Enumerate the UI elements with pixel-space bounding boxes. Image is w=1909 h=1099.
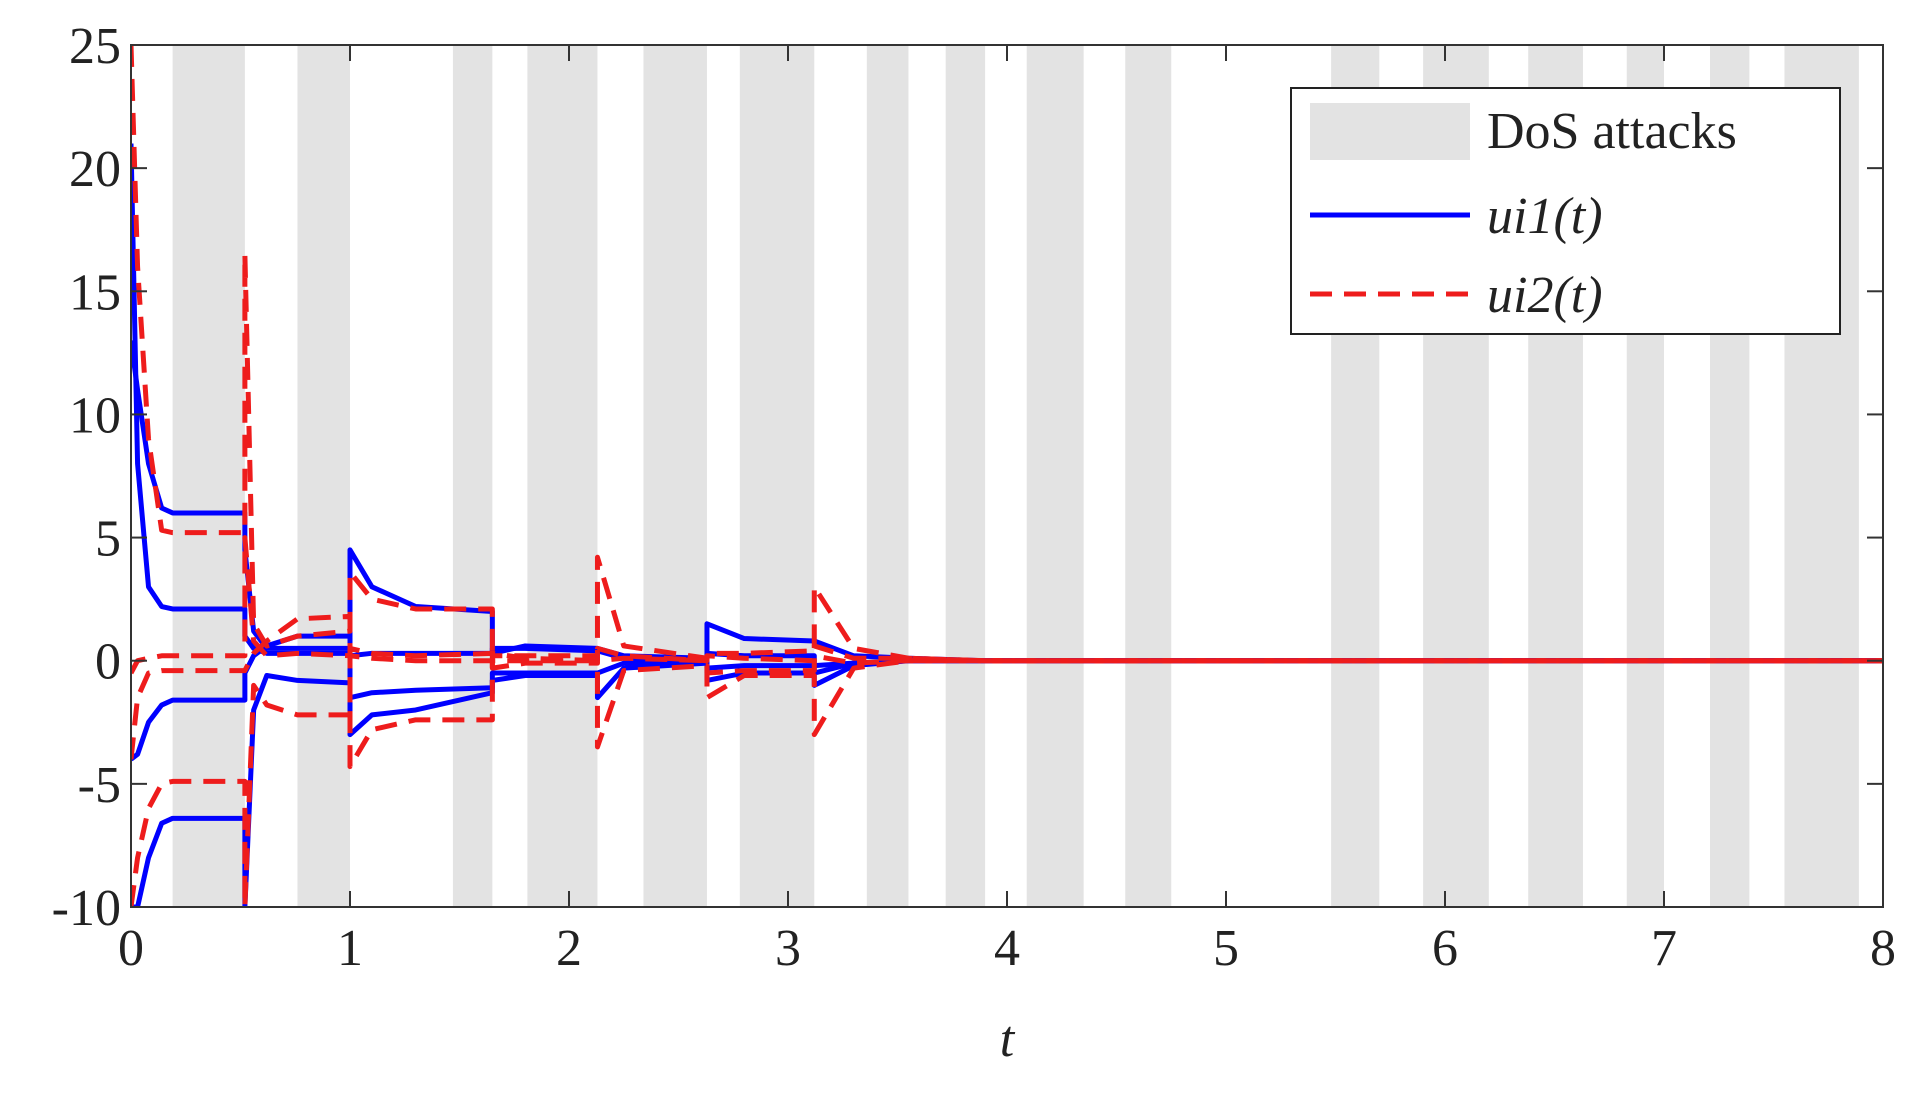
axes: 0 1 2 3 4 5 6 7 8 -10 -5 0 5 10 15 20 25 DoS attacks ui1(t… [52, 18, 1896, 977]
dos-interval [1125, 45, 1172, 907]
series-line [131, 535, 1883, 750]
dos-interval [643, 45, 707, 907]
x-tick-label: 0 [118, 920, 144, 977]
x-axis-label: t [1000, 1011, 1016, 1068]
legend-swatch [1310, 103, 1470, 160]
legend-label: ui2(t) [1487, 267, 1603, 324]
x-tick-label: 1 [337, 920, 363, 977]
lines [131, 45, 1883, 907]
y-tick-label: 0 [95, 634, 121, 691]
dos-interval [866, 45, 909, 907]
legend-label: ui1(t) [1487, 188, 1603, 245]
legend-label: DoS attacks [1487, 103, 1737, 160]
y-tick-label: -10 [52, 880, 121, 937]
y-tick-label: 10 [69, 387, 121, 444]
series-line [131, 45, 1883, 671]
y-tick-label: 5 [95, 511, 121, 568]
x-tick-label: 2 [556, 920, 582, 977]
x-tick-label: 5 [1213, 920, 1239, 977]
x-tick-label: 6 [1432, 920, 1458, 977]
y-tick-label: -5 [78, 757, 121, 814]
dos-interval [527, 45, 598, 907]
x-tick-label: 7 [1651, 920, 1677, 977]
dos-interval [452, 45, 493, 907]
series-line [131, 645, 1883, 907]
dos-interval [1026, 45, 1084, 907]
dos-interval [172, 45, 245, 907]
series-line [131, 633, 1883, 762]
y-tick-label: 25 [69, 18, 121, 75]
dos-shading [172, 45, 1859, 907]
x-tick-label: 4 [994, 920, 1020, 977]
x-tick-label: 8 [1870, 920, 1896, 977]
series-line [131, 613, 1883, 770]
dos-interval [945, 45, 986, 907]
dos-interval [297, 45, 350, 907]
y-tick-label: 15 [69, 264, 121, 321]
series-line [131, 340, 1883, 664]
dos-interval [739, 45, 815, 907]
x-tick-label: 3 [775, 920, 801, 977]
y-tick-label: 20 [69, 141, 121, 198]
